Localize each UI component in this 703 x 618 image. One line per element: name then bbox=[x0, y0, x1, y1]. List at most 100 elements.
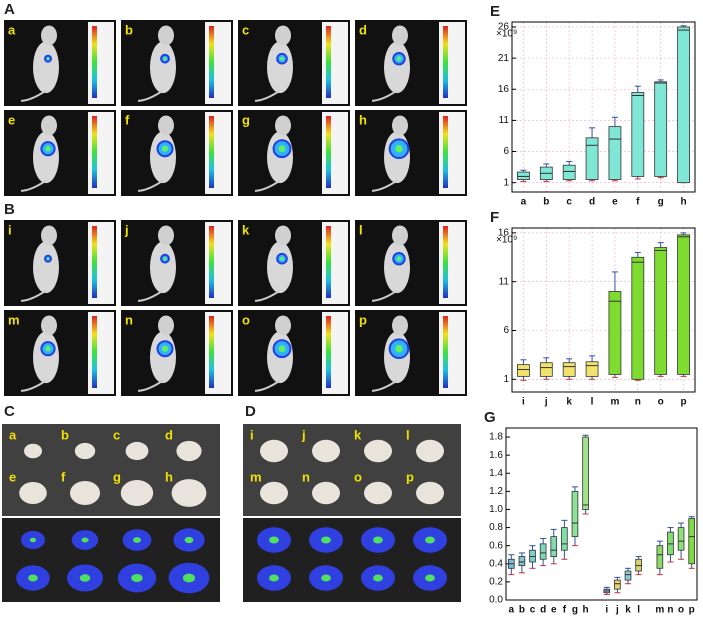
tumor-label: b bbox=[61, 427, 69, 442]
y-tick-label: 6 bbox=[503, 325, 509, 336]
mouse-label: j bbox=[124, 222, 129, 237]
box bbox=[582, 436, 589, 510]
x-tick-label: n bbox=[667, 605, 673, 616]
tumor-label: l bbox=[406, 427, 410, 442]
mouse-body bbox=[150, 41, 176, 94]
box bbox=[517, 171, 530, 180]
signal-core bbox=[163, 57, 167, 61]
colorbar bbox=[326, 26, 331, 98]
x-tick-label: m bbox=[610, 397, 619, 408]
box bbox=[654, 247, 668, 375]
y-tick-label: 6 bbox=[503, 146, 509, 157]
box bbox=[624, 570, 632, 581]
photo-bg bbox=[205, 312, 231, 394]
tumor-label: n bbox=[302, 469, 310, 484]
mouse-label: k bbox=[242, 222, 250, 237]
tumor-hot bbox=[79, 574, 91, 582]
mouse-tail bbox=[20, 179, 47, 192]
y-tick-label: 16 bbox=[498, 228, 510, 239]
mouse-label: n bbox=[125, 312, 133, 327]
colorbar bbox=[92, 226, 97, 298]
tumor-label: e bbox=[9, 469, 16, 484]
tumor-hot bbox=[373, 536, 383, 544]
y-tick-label: 16 bbox=[498, 84, 510, 95]
tumor-label: k bbox=[354, 427, 362, 442]
y-tick-label: 1.8 bbox=[489, 432, 503, 443]
photo-bg bbox=[439, 112, 465, 194]
mouse-tail bbox=[371, 179, 398, 192]
y-tick-label: 1 bbox=[503, 374, 509, 385]
signal-core bbox=[280, 56, 284, 61]
x-tick-label: l bbox=[637, 605, 640, 616]
mouse-label: a bbox=[8, 22, 16, 37]
mouse-head bbox=[392, 25, 408, 46]
x-tick-label: f bbox=[636, 197, 640, 208]
mouse-label: g bbox=[242, 112, 250, 127]
panel-letter: F bbox=[490, 209, 499, 226]
tumor-label: j bbox=[301, 427, 306, 442]
photo-bg bbox=[322, 222, 348, 304]
signal-core bbox=[280, 256, 284, 261]
y-tick-label: 26 bbox=[498, 22, 510, 33]
photo-bg bbox=[439, 22, 465, 104]
box bbox=[608, 126, 622, 180]
mouse-label: d bbox=[359, 22, 367, 37]
tumor-hot bbox=[373, 574, 383, 582]
mouse-tail bbox=[20, 89, 47, 102]
colorbar bbox=[443, 226, 448, 298]
photo-bg bbox=[88, 22, 114, 104]
y-tick-label: 1.0 bbox=[489, 504, 503, 515]
tumor-label: o bbox=[354, 469, 362, 484]
y-multiplier: ×10⁹ bbox=[496, 235, 517, 246]
box bbox=[517, 364, 530, 377]
x-tick-label: o bbox=[678, 605, 684, 616]
mouse-tail bbox=[137, 289, 164, 302]
colorbar bbox=[92, 316, 97, 388]
x-tick-label: l bbox=[591, 397, 594, 408]
mouse-body bbox=[150, 331, 176, 384]
tumor-hot bbox=[425, 574, 435, 582]
x-tick-label: d bbox=[589, 197, 595, 208]
tumor-hot bbox=[182, 573, 196, 583]
mouse-label: e bbox=[8, 112, 15, 127]
mouse-body bbox=[384, 241, 410, 294]
y-tick-label: 1 bbox=[503, 177, 509, 188]
box bbox=[688, 518, 696, 565]
photo-bg bbox=[322, 22, 348, 104]
mouse-label: m bbox=[8, 312, 20, 327]
mouse-tail bbox=[20, 379, 47, 392]
tumor bbox=[260, 481, 288, 505]
mouse-label: f bbox=[125, 112, 130, 127]
colorbar bbox=[443, 26, 448, 98]
tumor-label: h bbox=[165, 469, 173, 484]
mouse-head bbox=[275, 315, 291, 336]
mouse-tail bbox=[371, 89, 398, 102]
tumor-label: c bbox=[113, 427, 120, 442]
panel-letter: D bbox=[245, 403, 256, 420]
x-tick-label: f bbox=[563, 605, 567, 616]
box bbox=[562, 362, 576, 377]
mouse-tail bbox=[137, 379, 164, 392]
x-tick-label: d bbox=[540, 605, 546, 616]
signal-core bbox=[45, 346, 51, 352]
x-tick-label: a bbox=[521, 197, 527, 208]
x-tick-label: c bbox=[566, 197, 572, 208]
tumor-label: g bbox=[113, 469, 121, 484]
plot-frame bbox=[505, 427, 698, 601]
tumor bbox=[19, 481, 47, 505]
panel-letter: B bbox=[4, 201, 15, 218]
box bbox=[631, 256, 645, 380]
mouse-label: o bbox=[242, 312, 250, 327]
colorbar bbox=[209, 226, 214, 298]
box bbox=[677, 234, 690, 375]
colorbar bbox=[443, 316, 448, 388]
mouse-head bbox=[275, 225, 291, 246]
mouse-tail bbox=[254, 179, 281, 192]
mouse-head bbox=[392, 225, 408, 246]
tumor-label: p bbox=[406, 469, 414, 484]
tumor-label: m bbox=[250, 469, 262, 484]
x-tick-label: m bbox=[655, 605, 664, 616]
mouse-body bbox=[33, 131, 59, 184]
signal-core bbox=[46, 257, 50, 260]
